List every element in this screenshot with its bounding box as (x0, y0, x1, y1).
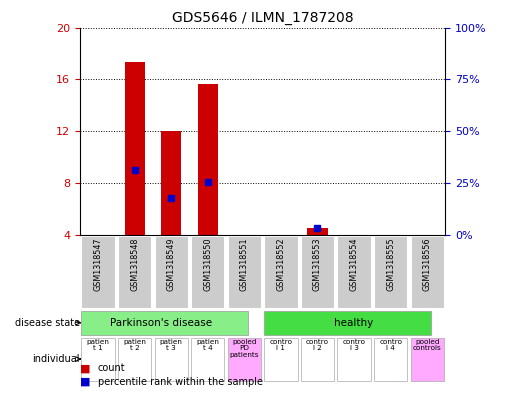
FancyBboxPatch shape (264, 236, 298, 308)
FancyBboxPatch shape (374, 338, 407, 381)
FancyBboxPatch shape (410, 338, 444, 381)
Text: disease state: disease state (15, 318, 80, 328)
FancyBboxPatch shape (81, 236, 115, 308)
Text: GSM1318547: GSM1318547 (94, 238, 102, 291)
FancyBboxPatch shape (191, 236, 225, 308)
FancyBboxPatch shape (191, 338, 225, 381)
Text: patien
t 4: patien t 4 (196, 339, 219, 351)
Text: GSM1318556: GSM1318556 (423, 238, 432, 291)
FancyBboxPatch shape (337, 338, 371, 381)
Text: percentile rank within the sample: percentile rank within the sample (98, 377, 263, 387)
Text: GSM1318551: GSM1318551 (240, 238, 249, 291)
FancyBboxPatch shape (264, 310, 431, 335)
Text: patien
t 3: patien t 3 (160, 339, 183, 351)
Bar (125, 62, 145, 235)
Text: pooled
controls: pooled controls (413, 339, 441, 351)
Bar (198, 84, 218, 235)
Bar (307, 228, 328, 235)
FancyBboxPatch shape (301, 236, 334, 308)
Text: GSM1318550: GSM1318550 (203, 238, 212, 291)
Title: GDS5646 / ILMN_1787208: GDS5646 / ILMN_1787208 (172, 11, 353, 25)
Text: GSM1318549: GSM1318549 (167, 238, 176, 291)
Text: GSM1318554: GSM1318554 (350, 238, 358, 291)
FancyBboxPatch shape (264, 338, 298, 381)
Text: count: count (98, 364, 126, 373)
Text: ■: ■ (80, 364, 90, 373)
Text: patien
t 1: patien t 1 (87, 339, 110, 351)
Text: contro
l 4: contro l 4 (379, 339, 402, 351)
Text: contro
l 3: contro l 3 (342, 339, 366, 351)
FancyBboxPatch shape (228, 236, 261, 308)
Text: GSM1318555: GSM1318555 (386, 238, 395, 291)
Text: GSM1318548: GSM1318548 (130, 238, 139, 291)
Text: ■: ■ (80, 377, 90, 387)
FancyBboxPatch shape (337, 236, 371, 308)
Text: GSM1318553: GSM1318553 (313, 238, 322, 291)
FancyBboxPatch shape (228, 338, 261, 381)
Text: GSM1318552: GSM1318552 (277, 238, 285, 291)
FancyBboxPatch shape (301, 338, 334, 381)
FancyBboxPatch shape (118, 236, 151, 308)
FancyBboxPatch shape (154, 236, 188, 308)
Text: individual: individual (32, 354, 80, 364)
Text: contro
l 1: contro l 1 (269, 339, 293, 351)
FancyBboxPatch shape (81, 338, 115, 381)
Text: patien
t 2: patien t 2 (123, 339, 146, 351)
Text: pooled
PD
patients: pooled PD patients (230, 339, 259, 358)
FancyBboxPatch shape (118, 338, 151, 381)
Text: contro
l 2: contro l 2 (306, 339, 329, 351)
FancyBboxPatch shape (410, 236, 444, 308)
Text: healthy: healthy (334, 318, 374, 328)
FancyBboxPatch shape (81, 310, 248, 335)
FancyBboxPatch shape (374, 236, 407, 308)
Text: Parkinson's disease: Parkinson's disease (110, 318, 212, 328)
Bar (161, 131, 181, 235)
FancyBboxPatch shape (154, 338, 188, 381)
